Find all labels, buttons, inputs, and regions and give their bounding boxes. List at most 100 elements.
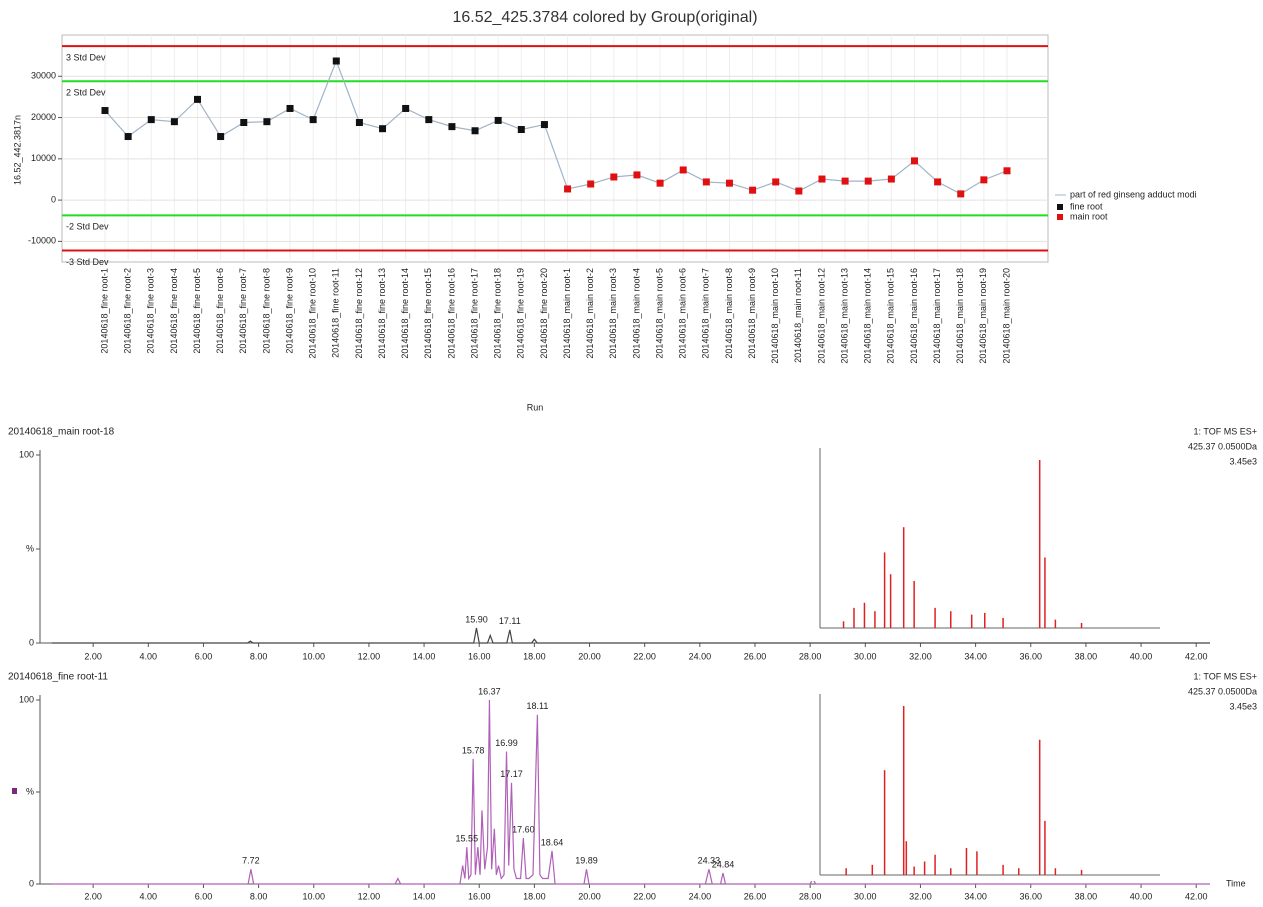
data-point <box>633 171 641 179</box>
trace-info: 425.37 0.0500Da <box>1188 686 1257 696</box>
x-tick-label: 8.00 <box>250 651 268 661</box>
y-tick-label: 20000 <box>31 112 56 122</box>
peak-label: 17.60 <box>512 824 535 834</box>
peak-label: 24.33 <box>698 856 721 866</box>
data-point <box>702 178 710 186</box>
y-tick-label: 100 <box>19 694 34 704</box>
x-tick-label: 20140618_main root-19 <box>978 268 988 364</box>
trace <box>51 627 1210 644</box>
x-tick-label: 28.00 <box>799 651 822 661</box>
x-tick-label: 16.00 <box>468 651 491 661</box>
x-tick-label: 20140618_fine root-16 <box>446 268 456 359</box>
data-point <box>887 175 895 183</box>
x-tick-label: 18.00 <box>523 891 546 901</box>
legend-label: part of red ginseng adduct modi <box>1070 189 1197 199</box>
data-point <box>910 157 918 165</box>
data-point <box>471 127 479 135</box>
chart-title: 16.52_425.3784 colored by Group(original… <box>452 9 757 26</box>
data-point <box>934 178 942 186</box>
connector-line <box>104 59 1008 195</box>
y-axis-label: 16.52_442.3817n <box>12 115 22 185</box>
y-tick-label: % <box>26 543 34 553</box>
legend-label: main root <box>1070 211 1108 221</box>
x-tick-label: 22.00 <box>633 651 656 661</box>
data-point <box>355 118 363 126</box>
x-tick-label: 38.00 <box>1075 651 1098 661</box>
x-tick-label: 4.00 <box>140 651 158 661</box>
x-tick-label: 20140618_fine root-20 <box>539 268 549 359</box>
chart-title: 20140618_main root-18 <box>8 427 115 438</box>
data-point <box>147 116 155 124</box>
data-point <box>610 173 618 181</box>
peak-label: 15.55 <box>456 834 479 844</box>
y-tick-label: % <box>26 786 34 796</box>
data-point <box>101 107 109 115</box>
x-tick-label: 26.00 <box>744 891 767 901</box>
trace-info: 3.45e3 <box>1229 456 1257 466</box>
peak-label: 18.11 <box>526 701 548 711</box>
legend-swatch <box>1057 214 1063 220</box>
x-tick-label: 20140618_fine root-14 <box>400 268 410 359</box>
data-point <box>749 186 757 194</box>
limit-label: -3 Std Dev <box>66 257 109 267</box>
trace-info: 3.45e3 <box>1229 701 1257 711</box>
y-tick-label: 0 <box>29 637 34 647</box>
y-tick-label: 0 <box>51 194 56 204</box>
x-tick-label: 20140618_fine root-1 <box>99 268 109 354</box>
trace-info: 1: TOF MS ES+ <box>1194 426 1257 436</box>
data-point <box>286 104 294 112</box>
x-tick-label: 20140618_fine root-11 <box>331 268 341 358</box>
data-point <box>795 187 803 195</box>
data-point <box>772 178 780 186</box>
x-tick-label: 18.00 <box>523 651 546 661</box>
x-tick-label: 20140618_main root-9 <box>747 268 757 359</box>
trace-info: 1: TOF MS ES+ <box>1194 671 1257 681</box>
peak-label: 19.89 <box>575 856 598 866</box>
peak-label: 24.84 <box>712 859 735 869</box>
x-tick-label: 20140618_main root-3 <box>608 268 618 359</box>
x-tick-label: 20140618_main root-7 <box>701 268 711 359</box>
x-tick-label: 34.00 <box>964 651 987 661</box>
x-tick-label: 20140618_main root-13 <box>839 268 849 364</box>
data-point <box>448 123 456 131</box>
chart-title: 20140618_fine root-11 <box>8 672 108 683</box>
x-tick-label: 34.00 <box>964 891 987 901</box>
x-tick-label: 20140618_fine root-10 <box>308 268 318 359</box>
y-tick-label: -10000 <box>28 236 56 246</box>
x-tick-label: 20140618_fine root-8 <box>261 268 271 354</box>
x-tick-label: 20140618_fine root-19 <box>516 268 526 359</box>
legend-swatch <box>1057 204 1063 210</box>
data-point <box>425 116 433 124</box>
peak-label: 17.17 <box>500 769 523 779</box>
x-tick-label: 36.00 <box>1019 891 1042 901</box>
x-tick-label: 20140618_main root-14 <box>863 268 873 364</box>
limit-label: -2 Std Dev <box>66 222 109 232</box>
data-point <box>517 126 525 134</box>
x-tick-label: 20140618_fine root-9 <box>284 268 294 354</box>
data-point <box>564 185 572 193</box>
x-tick-label: 42.00 <box>1185 891 1208 901</box>
x-tick-label: 24.00 <box>689 651 712 661</box>
x-tick-label: 30.00 <box>854 651 877 661</box>
x-tick-label: 32.00 <box>909 651 932 661</box>
x-tick-label: 20140618_fine root-13 <box>377 268 387 359</box>
inset-bg <box>802 440 1168 634</box>
x-tick-label: 20.00 <box>578 891 601 901</box>
x-axis-label: Time <box>1226 878 1246 888</box>
y-tick-label: 30000 <box>31 71 56 81</box>
y-tick-label: 10000 <box>31 153 56 163</box>
x-tick-label: 40.00 <box>1130 651 1153 661</box>
inset-bg <box>802 686 1168 881</box>
data-point <box>309 116 317 124</box>
x-tick-label: 20140618_main root-6 <box>678 268 688 359</box>
x-tick-label: 20.00 <box>578 651 601 661</box>
x-tick-label: 24.00 <box>689 891 712 901</box>
x-tick-label: 36.00 <box>1019 651 1042 661</box>
data-point <box>841 177 849 185</box>
data-point <box>656 179 664 187</box>
x-tick-label: 20140618_fine root-18 <box>493 268 503 359</box>
peak-label: 18.64 <box>541 837 564 847</box>
data-point <box>217 133 225 141</box>
x-tick-label: 20140618_fine root-15 <box>423 268 433 359</box>
trace <box>51 699 1210 885</box>
